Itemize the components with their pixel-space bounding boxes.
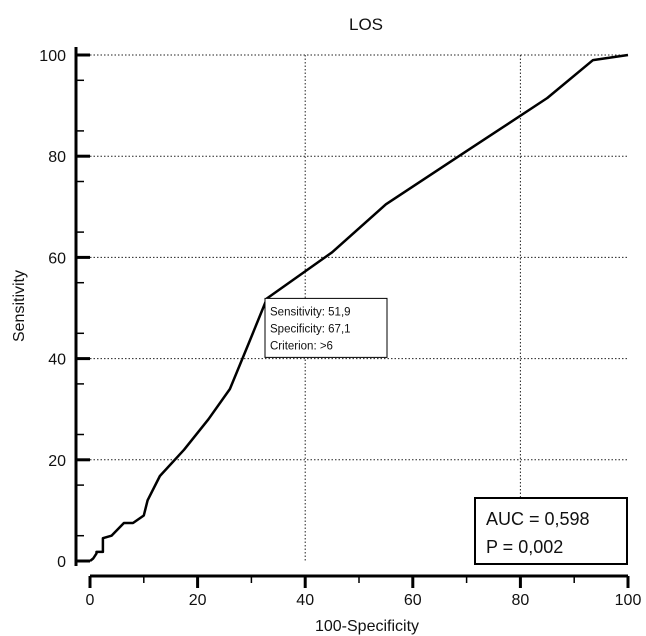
x-tick-label-40: 40: [296, 592, 314, 609]
criterion-annotation: Sensitivity: 51,9 Specificity: 67,1 Criter…: [264, 297, 388, 358]
x-tick-label-60: 60: [404, 592, 422, 609]
y-tick-label-80: 80: [48, 149, 66, 166]
y-tick-label-20: 20: [48, 453, 66, 470]
annotation-line-1: Sensitivity: 51,9: [270, 306, 351, 318]
x-tick-label-100: 100: [615, 592, 642, 609]
y-axis-label: Sensitivity: [11, 270, 28, 342]
p-value: P = 0,002: [486, 537, 563, 557]
stats-box-frame: [474, 497, 628, 565]
y-tick-label-100: 100: [39, 48, 66, 65]
annotation-line-3: Criterion: >6: [270, 340, 333, 352]
x-tick-label-20: 20: [189, 592, 207, 609]
chart-title: LOS: [349, 15, 383, 34]
auc-value: AUC = 0,598: [486, 509, 590, 529]
y-tick-label-0: 0: [57, 554, 66, 571]
x-axis-label: 100-Specificity: [315, 618, 419, 635]
tick-marks: [76, 53, 630, 588]
y-tick-label-60: 60: [48, 250, 66, 267]
x-tick-label-80: 80: [512, 592, 530, 609]
x-tick-label-0: 0: [86, 592, 95, 609]
annotation-line-2: Specificity: 67,1: [270, 323, 351, 335]
annotation-box: [264, 297, 388, 358]
roc-curve-line-0: [89, 53, 629, 562]
roc-curve-group: [89, 53, 629, 562]
stats-box: AUC = 0,598 P = 0,002: [474, 497, 628, 565]
y-tick-label-40: 40: [48, 352, 66, 369]
tick-labels: 0 20 40 60 80 100 0 20 40 60 80 100: [39, 48, 641, 609]
